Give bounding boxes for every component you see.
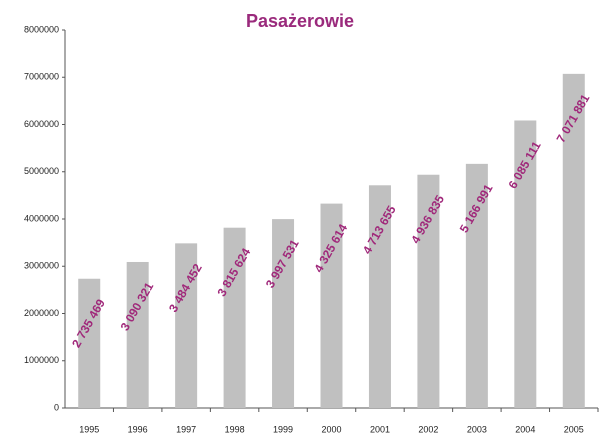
bar (417, 174, 440, 408)
bar (465, 163, 488, 408)
x-tick-label: 2001 (370, 424, 390, 434)
bar (562, 73, 585, 408)
y-tick-label: 2000000 (24, 308, 59, 318)
y-tick-label: 1000000 (24, 355, 59, 365)
x-tick-label: 2002 (418, 424, 438, 434)
x-tick-label: 2004 (515, 424, 535, 434)
y-tick-label: 8000000 (24, 24, 59, 34)
y-tick-label: 3000000 (24, 261, 59, 271)
x-tick-label: 2005 (564, 424, 584, 434)
bar (320, 203, 343, 408)
bar (514, 120, 537, 408)
y-tick-label: 7000000 (24, 72, 59, 82)
x-tick-label: 2000 (321, 424, 341, 434)
bar (78, 278, 101, 408)
bar (223, 227, 246, 408)
x-tick-label: 2003 (467, 424, 487, 434)
y-tick-label: 6000000 (24, 119, 59, 129)
x-tick-label: 1999 (273, 424, 293, 434)
x-tick-label: 1997 (176, 424, 196, 434)
chart-title: Pasażerowie (246, 11, 354, 31)
bar (368, 185, 391, 408)
bar (272, 219, 295, 408)
y-tick-label: 4000000 (24, 213, 59, 223)
x-tick-label: 1995 (79, 424, 99, 434)
bar (175, 243, 198, 408)
y-tick-label: 5000000 (24, 166, 59, 176)
y-tick-label: 0 (54, 402, 59, 412)
x-tick-label: 1998 (225, 424, 245, 434)
bar (126, 261, 149, 408)
x-tick-label: 1996 (128, 424, 148, 434)
